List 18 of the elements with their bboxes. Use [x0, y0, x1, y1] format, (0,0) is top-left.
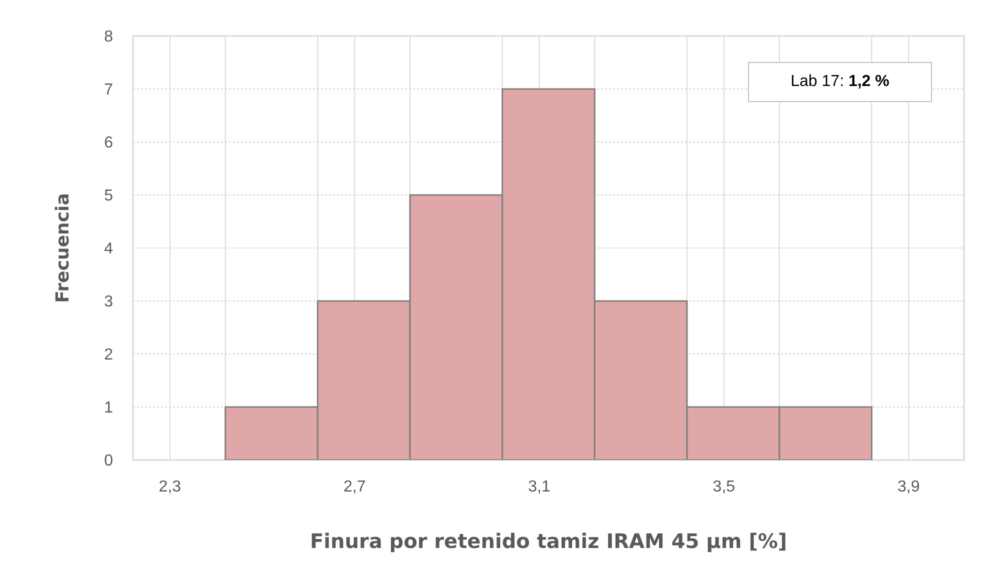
- x-tick-label: 3,1: [528, 478, 550, 496]
- y-tick-label: 1: [104, 400, 114, 417]
- annotation: Lab 17: 1,2 %: [790, 73, 890, 91]
- y-axis-title: Frecuencia: [52, 193, 74, 303]
- x-tick-label: 3,9: [897, 478, 920, 496]
- y-tick-label: 8: [104, 28, 114, 46]
- x-tick-label: 3,5: [712, 478, 736, 496]
- y-tick-label: 2: [104, 346, 114, 364]
- x-tick-label: 2,3: [158, 478, 182, 496]
- x-tick-label: 2,7: [343, 478, 366, 496]
- y-tick-label: 5: [104, 188, 114, 205]
- y-tick-label: 7: [104, 82, 114, 99]
- y-tick-label: 6: [104, 134, 114, 152]
- y-tick-label: 4: [104, 240, 114, 258]
- x-axis-title: Finura por retenido tamiz IRAM 45 µm [%]: [310, 529, 788, 553]
- text-box: Lab 17: 1,2 %: [748, 62, 932, 102]
- y-tick-label: 3: [104, 294, 114, 311]
- y-tick-label: 0: [104, 452, 114, 470]
